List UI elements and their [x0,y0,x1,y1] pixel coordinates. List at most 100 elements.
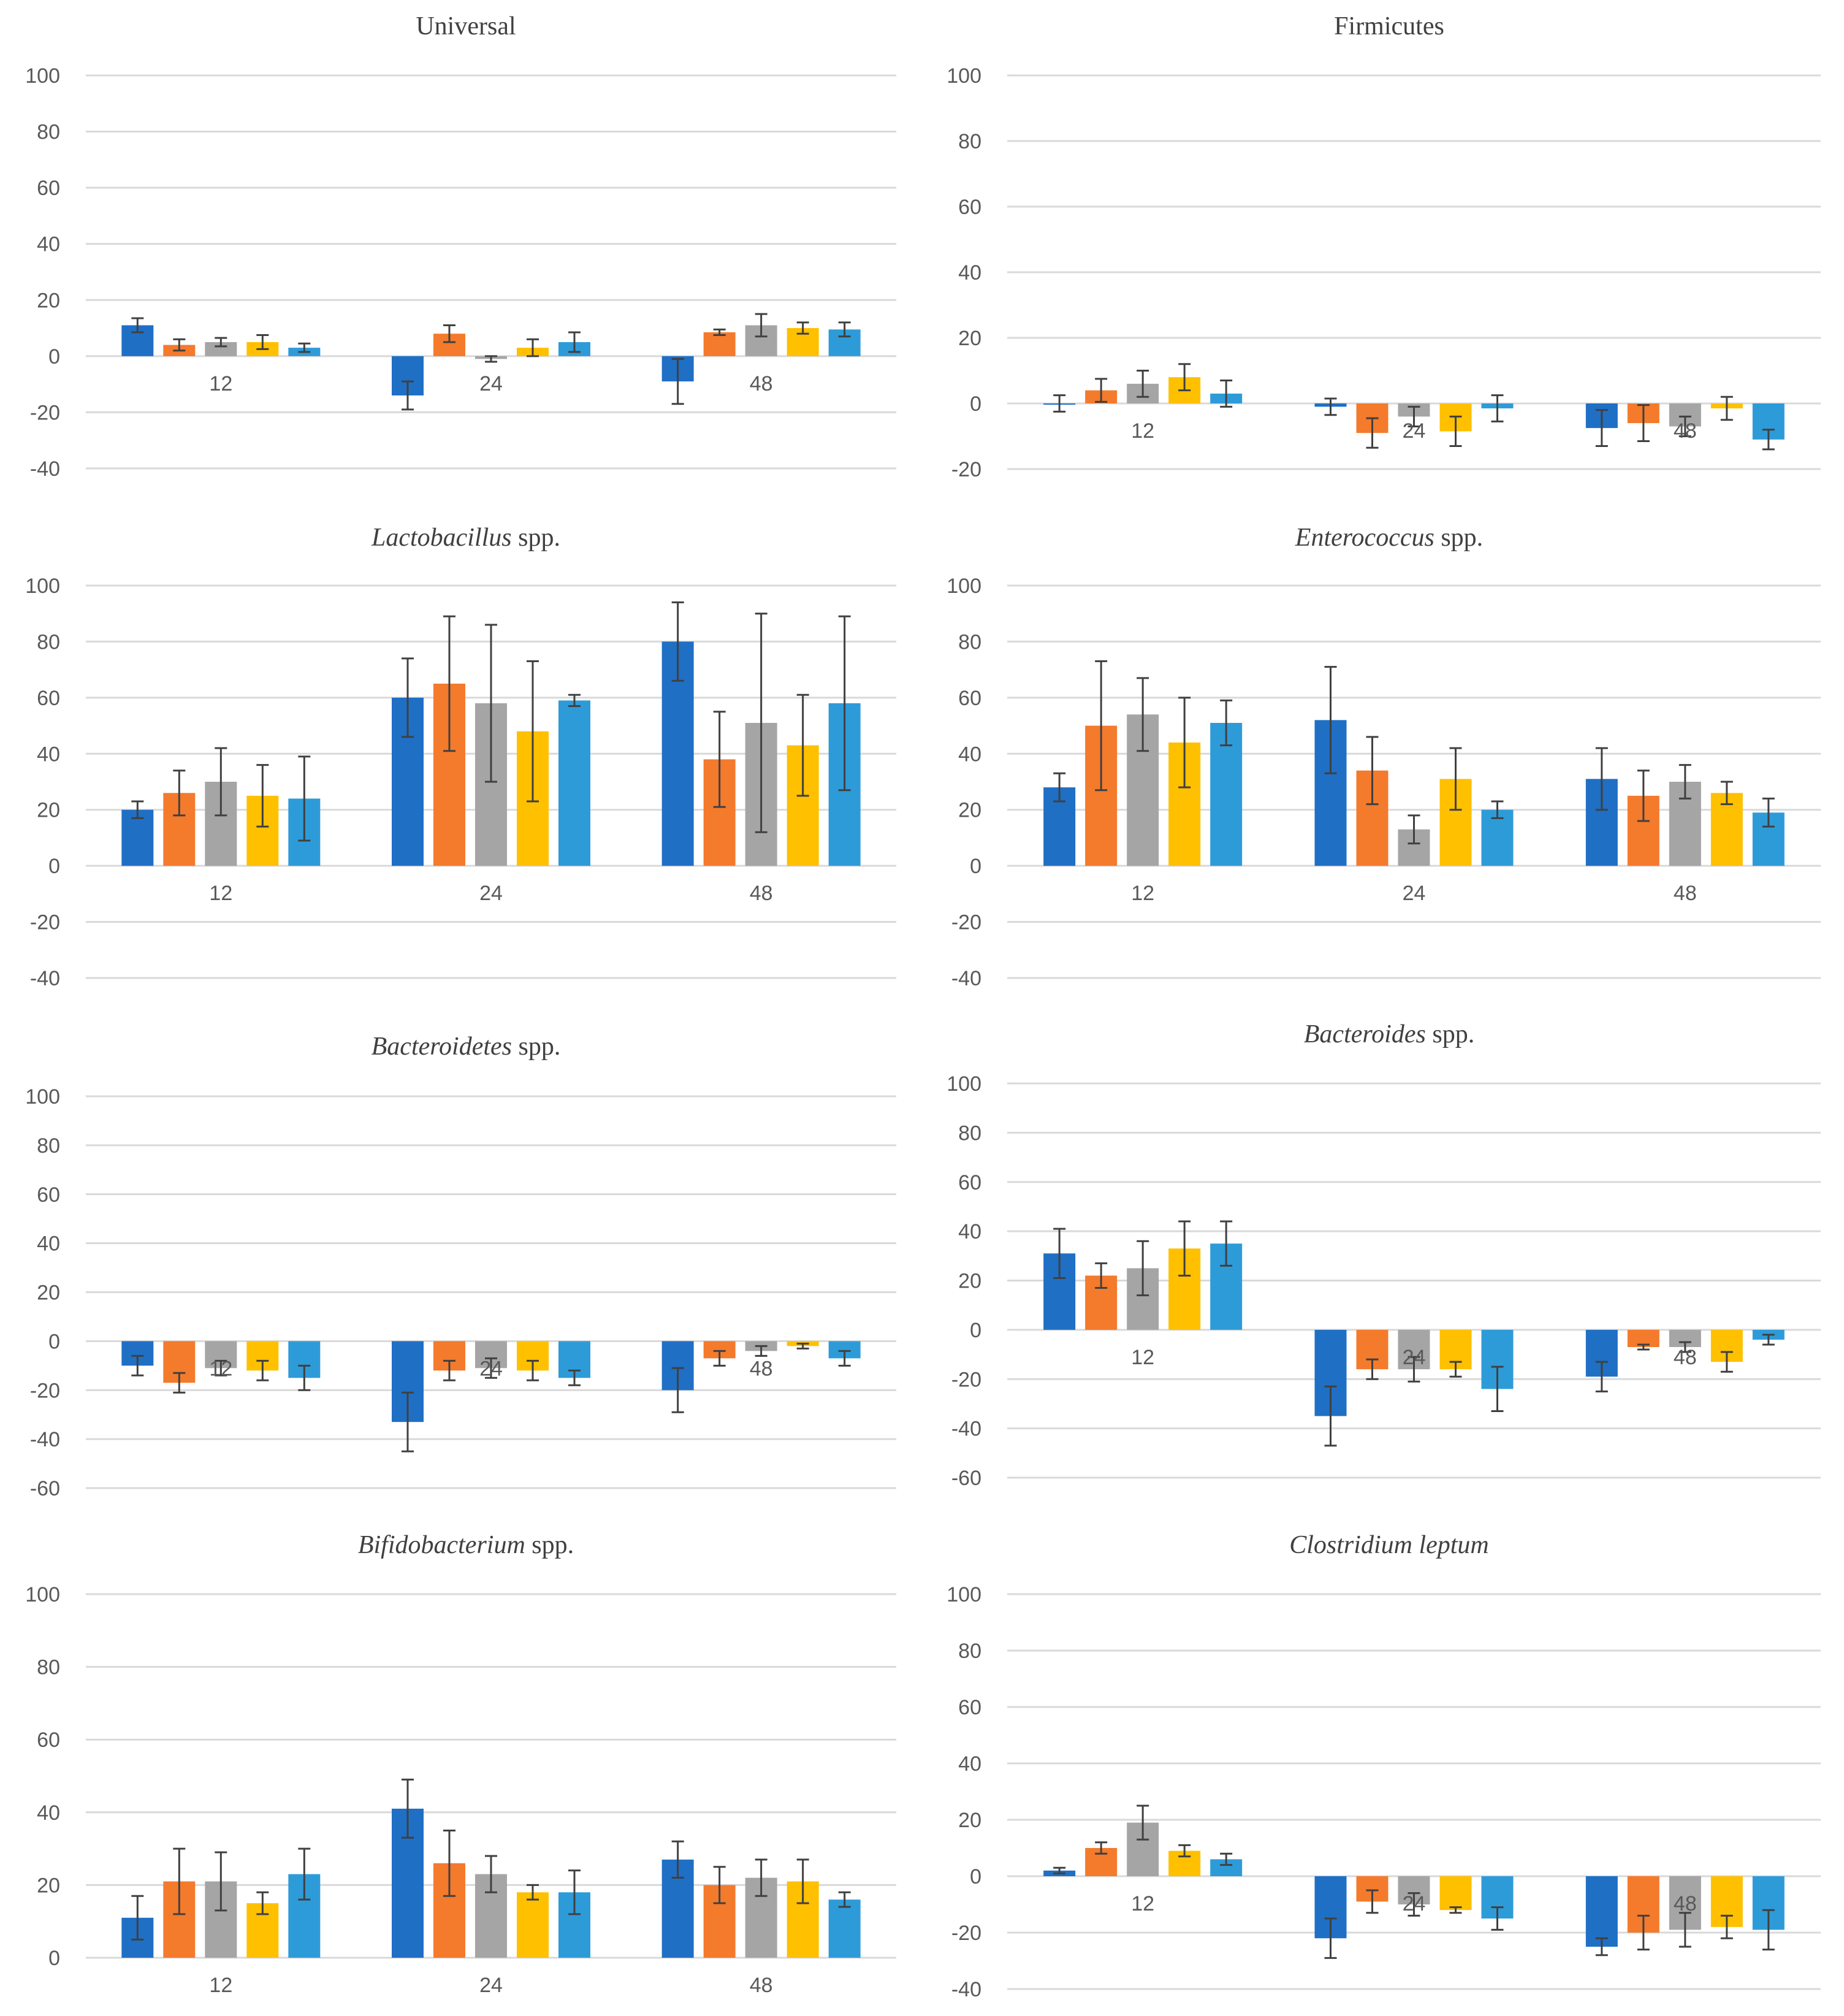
chart-panel-3: Lactobacillus spp. 100 80 60 40 20 0 -20 -40 12 24… [25,524,896,990]
x-tick-label: 12 [1131,882,1154,905]
y-tick-label: 60 [37,1183,60,1207]
bar [517,1892,549,1958]
error-bar [527,660,539,803]
error-bar [796,1342,809,1350]
error-bar [1491,1365,1504,1412]
y-tick-label: -60 [951,1467,981,1490]
error-bar [256,1891,269,1915]
y-tick-label: 80 [958,1640,981,1663]
x-tick-label: 48 [750,1357,773,1380]
error-bar [131,800,144,819]
chart-title: Bifidobacterium spp. [358,1531,574,1559]
error-bar [1366,1358,1379,1380]
error-bar [527,338,539,357]
error-bar [485,1357,497,1379]
error-bar [1637,404,1650,443]
error-bar [671,357,684,405]
y-tick-label: 100 [947,575,981,598]
y-tick-label: 0 [970,855,981,878]
y-tick-label: -20 [951,911,981,934]
error-bar [402,1391,414,1453]
x-tick-label: 12 [209,882,232,905]
chart-panel-1: Universal 100 80 60 40 20 0 -20 -40 12 24 48 [25,12,896,481]
error-bar [443,1359,455,1381]
error-bar [713,1866,726,1904]
bar [703,332,736,356]
y-tick-label: 60 [958,687,981,710]
error-bar [1324,1917,1337,1959]
y-tick-label: 20 [37,799,60,822]
chart-title-italic: Clostridium leptum [1289,1531,1489,1559]
chart-title-suffix: spp. [512,1033,560,1061]
y-tick-label: 80 [37,121,60,144]
error-bar [1408,814,1420,845]
y-tick-label: 0 [48,1947,60,1970]
y-tick-label: 60 [37,1728,60,1752]
x-tick-label: 12 [209,372,232,395]
y-tick-label: 60 [958,196,981,219]
error-bar [1220,1852,1233,1866]
x-tick-label: 24 [479,1974,503,1997]
error-bar [1762,1909,1775,1951]
error-bar [1053,1228,1066,1279]
x-tick-label: 24 [1403,419,1426,443]
error-bar [1178,1220,1191,1277]
y-tick-label: 0 [970,392,981,416]
error-bar [1637,769,1650,822]
error-bar [173,1372,186,1394]
error-bar [1678,764,1691,800]
y-tick-label: 20 [37,1874,60,1897]
y-tick-label: 40 [958,1220,981,1243]
error-bar [1595,409,1608,448]
error-bar [568,1369,581,1386]
error-bar [1595,1361,1608,1392]
error-bar [1720,395,1733,421]
y-tick-label: 20 [37,289,60,312]
error-bar [215,1359,227,1376]
x-tick-label: 48 [1674,882,1697,905]
error-bar [713,711,726,808]
x-tick-label: 24 [479,882,503,905]
error-bar [1678,1341,1691,1353]
error-bar [1324,666,1337,774]
x-tick-label: 48 [750,1974,773,1997]
y-tick-label: 80 [958,1121,981,1145]
error-bar [713,1350,726,1367]
x-tick-label: 12 [209,1357,232,1380]
bar [1481,809,1514,866]
error-bar [215,1851,227,1912]
error-bar [1595,1937,1608,1957]
error-bar [1178,697,1191,788]
y-tick-label: 40 [37,233,60,256]
chart-title-suffix: spp. [1426,1020,1474,1048]
x-tick-label: 12 [209,1974,232,1997]
error-bar [838,615,851,792]
y-tick-label: 20 [958,1809,981,1832]
chart-panel-4: Enterococcus spp. 100 80 60 40 20 0 -20 -40 12 24 4… [947,524,1821,990]
error-bar [1053,1866,1066,1874]
error-bar [298,1847,311,1901]
y-tick-label: 60 [958,1171,981,1194]
chart-title: Bacteroides spp. [1304,1020,1474,1048]
error-bar [1095,660,1108,792]
error-bar [838,321,851,338]
x-tick-label: 48 [750,372,773,395]
chart-panel-6: Bacteroides spp. 100 80 60 40 20 0 -20 -40 -60 12 2… [947,1020,1821,1490]
error-bar [256,1359,269,1381]
error-bar [1366,736,1379,806]
error-bar [1720,781,1733,806]
bar [828,1900,861,1958]
error-bar [173,1847,186,1915]
error-bar [1220,699,1233,747]
error-bar [755,1858,768,1897]
error-bar [1449,1361,1462,1378]
error-bar [443,324,455,343]
y-tick-label: 40 [958,261,981,284]
error-bar [1491,800,1504,819]
y-tick-label: -20 [951,1922,981,1945]
y-tick-label: -20 [30,401,60,424]
y-tick-label: 40 [37,1232,60,1256]
error-bar [671,601,684,682]
error-bar [1637,1343,1650,1351]
error-bar [1678,415,1691,437]
